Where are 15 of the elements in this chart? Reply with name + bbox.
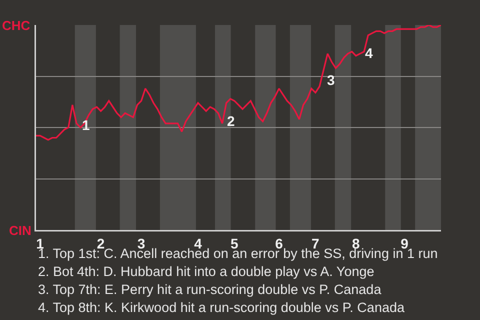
annotation: 1 bbox=[82, 117, 90, 133]
text: 4. Top 8th: K. Kirkwood hit a run-scoring double vs P. Canada bbox=[38, 300, 405, 315]
x-tick-label: 2 bbox=[96, 235, 105, 252]
annotation: 2 bbox=[227, 113, 235, 129]
x-tick-label: 3 bbox=[137, 235, 146, 252]
text: CIN bbox=[9, 223, 32, 238]
x-tick-label: 6 bbox=[275, 235, 284, 252]
x-tick-label: 4 bbox=[194, 235, 202, 252]
text: CHC bbox=[2, 18, 31, 33]
text: 3. Top 7th: E. Perry hit a run-scoring double vs P. Canada bbox=[38, 282, 382, 297]
annotation: 3 bbox=[327, 72, 335, 88]
x-tick-label: 9 bbox=[400, 235, 409, 252]
annotation: 4 bbox=[365, 45, 373, 61]
x-tick-label: 7 bbox=[312, 235, 320, 252]
text: 2. Bot 4th: D. Hubbard hit into a double play vs A. Yonge bbox=[38, 264, 374, 279]
